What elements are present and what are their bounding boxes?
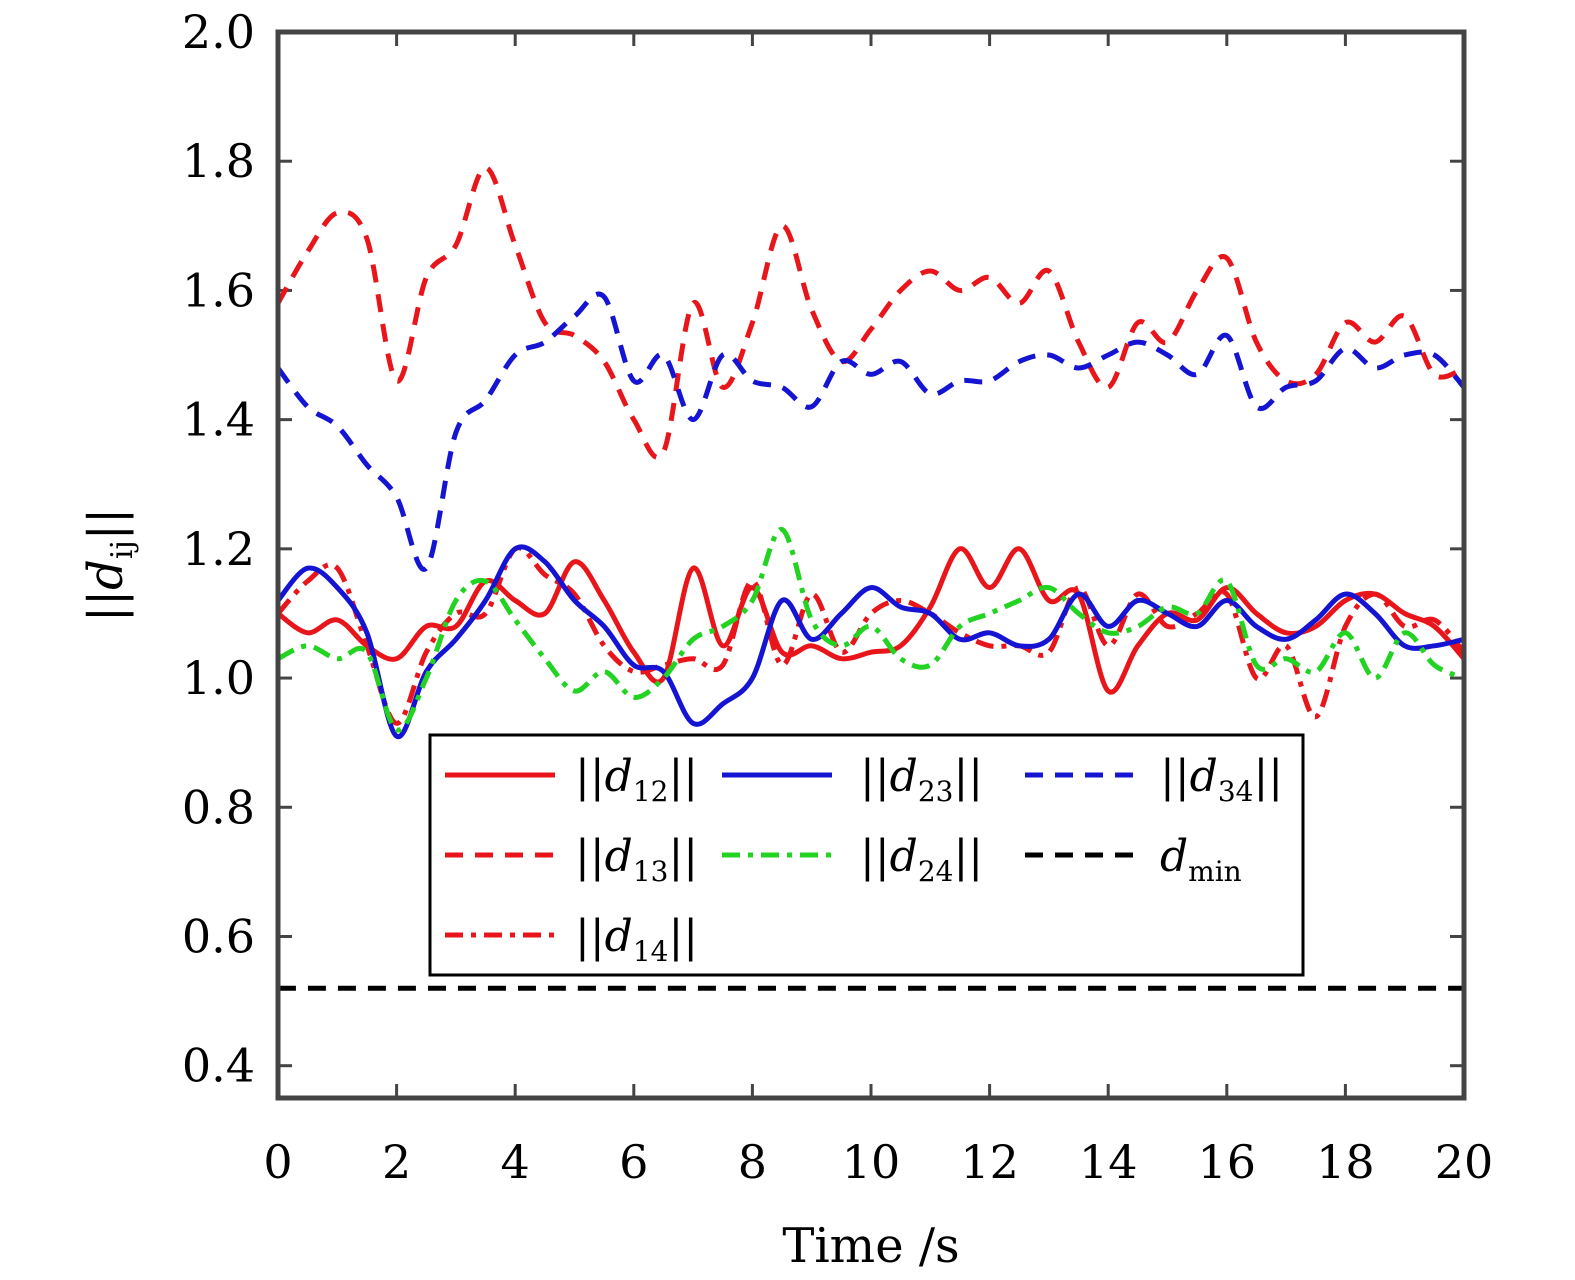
series-line-5 xyxy=(275,291,1466,572)
x-tick-label-3: 6 xyxy=(619,1135,648,1189)
y-tick-label-3: 1.0 xyxy=(182,651,255,705)
y-tick-label-6: 1.6 xyxy=(182,263,255,317)
x-tick-label-6: 12 xyxy=(960,1135,1019,1189)
plot-frame xyxy=(275,29,1467,1101)
legend-label-1: ||d13|| xyxy=(575,831,698,888)
tick-labels: 0 2 4 6 8 10 12 14 16 18 20 0.4 0.6 0.8 1.0 1.2 1.4 1.6 1.… xyxy=(182,5,1493,1189)
y-axis-label-text: ||dij|| xyxy=(78,508,140,622)
x-tick-label-8: 16 xyxy=(1198,1135,1257,1189)
legend-box xyxy=(428,733,1305,977)
series-line-1 xyxy=(275,165,1465,460)
series-line-2 xyxy=(276,545,1466,726)
y-axis-label: ||dij|| xyxy=(78,508,140,622)
y-tick-label-2: 0.8 xyxy=(182,780,255,834)
x-tick-label-0: 0 xyxy=(263,1135,292,1189)
y-tick-label-8: 2.0 xyxy=(182,5,255,59)
y-tick-label-5: 1.4 xyxy=(182,393,255,447)
x-tick-label-4: 8 xyxy=(738,1135,767,1189)
series-layer xyxy=(275,165,1466,991)
y-axis-label-sub: ij xyxy=(105,540,140,559)
legend-label-2: ||d14|| xyxy=(575,911,698,968)
x-axis-label: Time /s xyxy=(782,1218,959,1274)
x-tick-label-1: 2 xyxy=(382,1135,411,1189)
y-tick-label-7: 1.8 xyxy=(182,134,255,188)
x-tick-label-5: 10 xyxy=(842,1135,901,1189)
legend: ||d12|| ||d13|| ||d14|| ||d23|| ||d24|| ||d34… xyxy=(428,733,1305,977)
x-tick-label-10: 20 xyxy=(1435,1135,1494,1189)
series-line-0 xyxy=(276,546,1466,695)
legend-label-3: ||d23|| xyxy=(860,751,983,808)
legend-label-4: ||d24|| xyxy=(860,831,983,888)
y-axis-label-tail: || xyxy=(78,508,134,540)
legend-label-6: dmin xyxy=(1160,831,1242,888)
series-line-4 xyxy=(276,527,1466,733)
y-tick-label-1: 0.6 xyxy=(182,909,255,963)
legend-label-0: ||d12|| xyxy=(575,751,698,808)
series-line-3 xyxy=(276,544,1465,739)
x-tick-label-7: 14 xyxy=(1079,1135,1138,1189)
x-tick-label-2: 4 xyxy=(501,1135,530,1189)
y-tick-label-4: 1.2 xyxy=(182,522,255,576)
x-tick-label-9: 18 xyxy=(1316,1135,1375,1189)
legend-label-5: ||d34|| xyxy=(1160,751,1283,808)
y-tick-label-0: 0.4 xyxy=(182,1039,255,1093)
y-axis-label-main: ||d xyxy=(78,559,134,622)
